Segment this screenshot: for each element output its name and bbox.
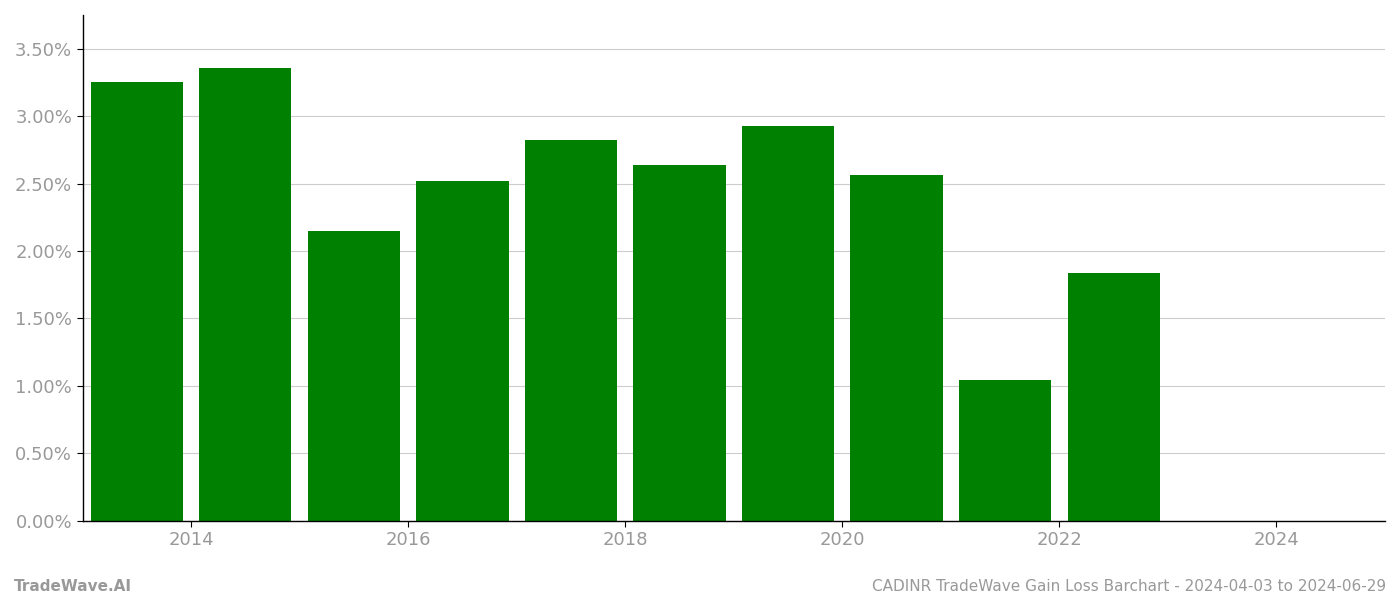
Bar — [1068, 272, 1159, 521]
Bar — [199, 68, 291, 521]
Bar — [308, 231, 400, 521]
Bar — [525, 140, 617, 521]
Text: CADINR TradeWave Gain Loss Barchart - 2024-04-03 to 2024-06-29: CADINR TradeWave Gain Loss Barchart - 20… — [872, 579, 1386, 594]
Bar — [633, 164, 725, 521]
Bar — [850, 175, 942, 521]
Text: TradeWave.AI: TradeWave.AI — [14, 579, 132, 594]
Bar — [959, 380, 1051, 521]
Bar — [742, 125, 834, 521]
Bar — [91, 82, 183, 521]
Bar — [416, 181, 508, 521]
